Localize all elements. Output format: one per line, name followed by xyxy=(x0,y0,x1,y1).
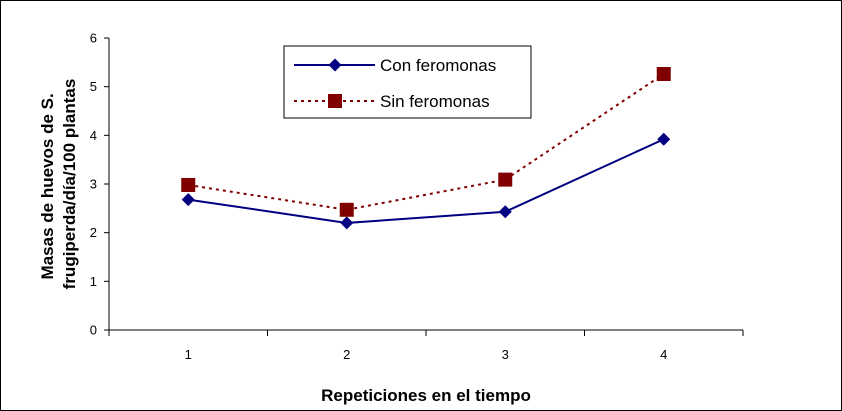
x-tick-label: 1 xyxy=(185,347,192,362)
x-tick-label: 2 xyxy=(343,347,350,362)
y-tick-label: 0 xyxy=(90,323,97,338)
y-axis-title-line-1: Masas de huevos de S. xyxy=(38,93,57,279)
legend-swatch-marker xyxy=(328,58,342,72)
y-tick-label: 3 xyxy=(90,177,97,192)
legend-label: Sin feromonas xyxy=(380,92,490,111)
series-line xyxy=(188,138,665,224)
x-tick-label: 4 xyxy=(660,347,667,362)
y-tick-label: 4 xyxy=(90,128,97,143)
data-point xyxy=(657,132,671,146)
series-sin-feromonas xyxy=(181,67,671,217)
y-axis-title: Masas de huevos de S. frugiperda/día/100… xyxy=(38,79,79,290)
series-layer xyxy=(181,67,671,230)
y-tick-label: 6 xyxy=(90,31,97,46)
data-point xyxy=(181,193,195,207)
legend-item-con-feromonas: Con feromonas xyxy=(294,56,496,75)
x-ticks: 1 2 3 4 xyxy=(108,330,744,362)
legend: Con feromonas Sin feromonas xyxy=(283,45,532,119)
y-axis-title-line-2: frugiperda/día/100 plantas xyxy=(60,79,79,290)
x-tick-label: 3 xyxy=(502,347,509,362)
data-point xyxy=(339,202,354,217)
legend-box xyxy=(283,45,532,119)
legend-swatch-marker xyxy=(328,94,342,108)
y-tick-label: 2 xyxy=(90,225,97,240)
data-point xyxy=(340,216,354,230)
data-point xyxy=(498,172,513,187)
x-axis-title: Repeticiones en el tiempo xyxy=(321,386,531,405)
data-point xyxy=(656,67,671,82)
legend-label: Con feromonas xyxy=(380,56,496,75)
series-con-feromonas xyxy=(181,132,671,230)
y-tick-label: 5 xyxy=(90,79,97,94)
data-point xyxy=(181,177,196,192)
data-point xyxy=(498,205,512,219)
y-tick-label: 1 xyxy=(90,274,97,289)
legend-item-sin-feromonas: Sin feromonas xyxy=(294,92,490,111)
y-ticks: 0 1 2 3 4 5 6 xyxy=(90,31,109,338)
